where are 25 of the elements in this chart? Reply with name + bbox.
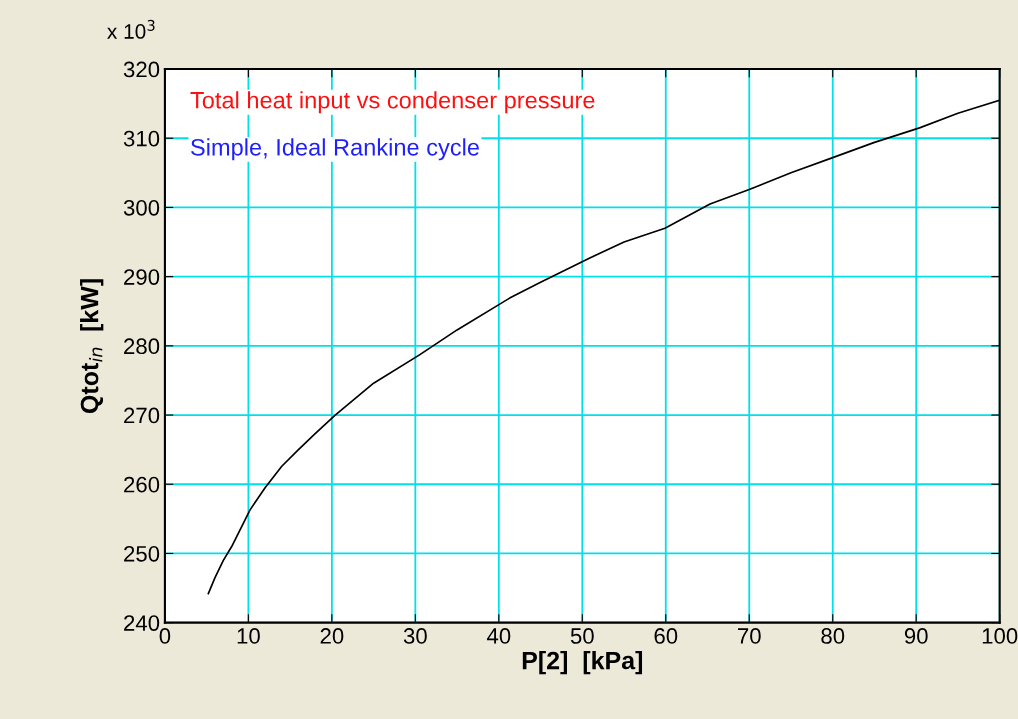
text: Simple, Ideal Rankine cycle — [191, 138, 479, 161]
y-tick-label: 320 — [123, 61, 160, 78]
x-tick-label: 80 — [821, 628, 845, 644]
y-tick-label: 280 — [124, 338, 160, 355]
x-tick-label: 90 — [904, 628, 928, 644]
y-tick-label: 270 — [124, 407, 160, 424]
x-tick-label: 20 — [320, 628, 344, 644]
x-tick-label: 70 — [738, 628, 761, 644]
x-tick-label: 100 — [982, 628, 1018, 644]
y-tick-label: 250 — [124, 545, 160, 562]
x-tick-label: 10 — [237, 628, 260, 644]
text: x 10$^{3}$ — [107, 19, 155, 39]
y-tick-label: 310 — [123, 130, 160, 147]
y-axis-title: Qtot$_{in}$ [kW] — [80, 279, 104, 414]
x-tick-label: 0 — [159, 628, 171, 644]
x-axis-title: P[2] [kPa] — [522, 651, 643, 675]
x-tick-label: 60 — [654, 628, 678, 644]
text: Total heat input vs condenser pressure — [190, 91, 595, 114]
y-tick-label: 300 — [123, 199, 160, 216]
x-tick-label: 40 — [486, 628, 511, 644]
y-tick-label: 290 — [124, 269, 160, 285]
y-tick-label: 240 — [124, 615, 160, 631]
x-tick-label: 30 — [403, 628, 427, 644]
y-tick-label: 260 — [124, 476, 160, 493]
x-tick-label: 50 — [570, 628, 594, 644]
